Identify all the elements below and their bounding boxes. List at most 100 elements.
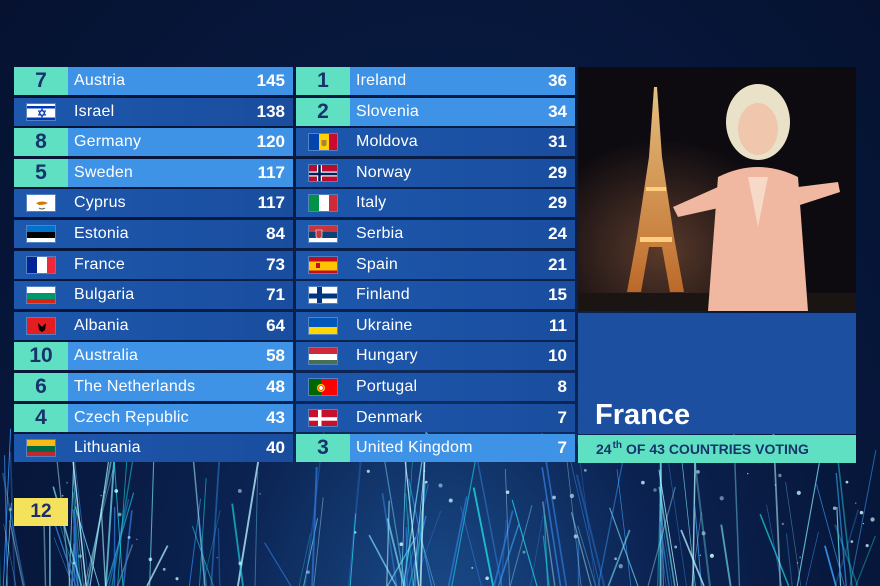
light-streak (451, 437, 481, 586)
light-streak (658, 486, 676, 586)
scoreboard-row: Estonia 84 (14, 219, 293, 248)
sparkle (845, 480, 849, 484)
sparkle (216, 556, 219, 559)
sparkle (641, 480, 645, 485)
country-score: 43 (266, 407, 285, 427)
sparkle (778, 473, 782, 478)
voting-order-suffix: th (612, 439, 623, 451)
sparkle (653, 488, 657, 492)
sparkle (399, 542, 404, 547)
scoreboard-row: Hungary 10 (296, 342, 575, 371)
light-streak (796, 462, 820, 586)
light-streak (72, 475, 84, 586)
country-score: 29 (548, 162, 567, 182)
rs-flag-icon (308, 224, 338, 243)
country-name: Denmark (356, 408, 423, 426)
light-streak (766, 504, 783, 586)
light-streak (493, 510, 514, 586)
light-streak (543, 515, 549, 586)
light-streak (413, 510, 442, 586)
light-streak (386, 536, 417, 586)
light-streak (680, 529, 705, 586)
sparkle (832, 506, 837, 510)
awarded-points: 8 (14, 128, 68, 157)
light-streak (720, 524, 732, 586)
light-streak (692, 453, 711, 586)
country-score: 117 (257, 193, 285, 213)
sparkle (709, 553, 714, 558)
light-streak (607, 529, 631, 586)
light-streak (298, 533, 311, 586)
country-score: 10 (548, 346, 567, 366)
country-score: 11 (549, 315, 567, 335)
sparkle (870, 517, 875, 522)
country-score: 7 (557, 438, 567, 458)
pt-flag-icon (308, 377, 338, 396)
light-streak (785, 533, 793, 586)
light-streak (836, 506, 842, 586)
sparkle (424, 480, 428, 484)
country-name: Slovenia (356, 102, 419, 120)
sparkle (696, 470, 700, 474)
country-name: Serbia (356, 224, 404, 242)
country-score: 58 (266, 346, 285, 366)
light-streak (570, 512, 592, 586)
country-name: The Netherlands (74, 377, 196, 395)
country-name: Norway (356, 163, 412, 181)
sparkle (103, 490, 106, 494)
lt-flag-icon (26, 439, 56, 458)
light-streak (313, 497, 324, 586)
light-streak (73, 526, 76, 586)
light-streak (511, 499, 538, 586)
light-streak (386, 518, 405, 586)
country-name: Estonia (74, 224, 129, 242)
scoreboard-row: Moldova 31 (296, 128, 575, 157)
sparkle (354, 531, 357, 534)
twelve-points-pending: 12 (14, 498, 68, 526)
sparkle (366, 469, 370, 473)
light-streak (509, 505, 533, 586)
light-streak (472, 487, 495, 586)
country-score: 8 (557, 376, 567, 396)
awarded-points: 10 (14, 342, 68, 371)
light-streak (264, 542, 292, 586)
sparkle (569, 493, 575, 499)
al-flag-icon (26, 316, 56, 335)
presenter-video (578, 67, 856, 311)
dk-flag-icon (308, 408, 338, 427)
country-name: Moldova (356, 133, 418, 151)
light-streak (659, 503, 673, 586)
light-streak (231, 503, 244, 586)
light-streak (149, 450, 155, 586)
country-name: Lithuania (74, 439, 141, 457)
light-streak (381, 493, 398, 586)
sparkle (796, 562, 799, 564)
light-streak (694, 505, 702, 586)
light-streak (9, 451, 16, 586)
presenter-figure (673, 84, 840, 311)
sparkle (306, 570, 310, 574)
il-flag-icon (26, 102, 56, 121)
light-streak (381, 442, 406, 586)
country-name: Israel (74, 102, 115, 120)
country-score: 64 (266, 315, 285, 335)
scoreboard-row: Ukraine 11 (296, 311, 575, 340)
sparkle (747, 472, 749, 475)
ee-flag-icon (26, 224, 56, 243)
country-name: Ukraine (356, 316, 413, 334)
light-streak (668, 462, 687, 586)
eiffel-tower-icon (627, 87, 684, 292)
awarded-points: 3 (296, 434, 350, 463)
scoreboard-left-column: 7 Austria 145 Israel 138 8 Germany 120 5 Sweden 11… (14, 67, 293, 465)
country-score: 24 (548, 223, 567, 243)
scoreboard-row: Norway 29 (296, 158, 575, 187)
light-streak (2, 428, 12, 586)
country-name: Finland (356, 286, 410, 304)
sparkle (796, 490, 801, 495)
scoreboard-row: 6 The Netherlands 48 (14, 372, 293, 401)
country-name: Sweden (74, 163, 134, 181)
light-streak (497, 523, 520, 586)
country-name: Ireland (356, 72, 407, 89)
country-name: Italy (356, 194, 387, 212)
sparkle (471, 566, 474, 569)
